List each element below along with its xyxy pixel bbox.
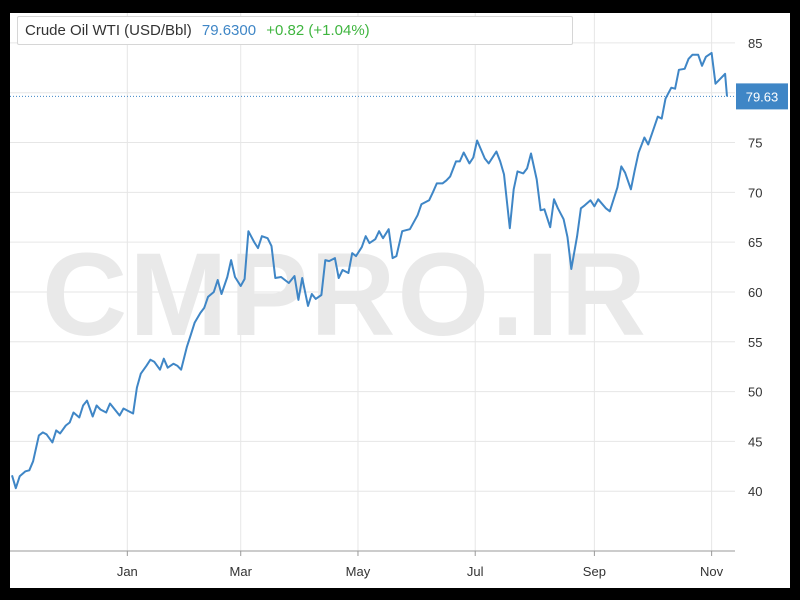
y-tick-label: 70 [748, 185, 762, 200]
x-tick-label: May [346, 564, 371, 579]
x-tick-label: Mar [230, 564, 253, 579]
axes [10, 550, 735, 556]
legend-box: Crude Oil WTI (USD/Bbl) 79.6300 +0.82 (+… [17, 16, 573, 45]
y-tick-label: 40 [748, 484, 762, 499]
y-tick-label: 50 [748, 385, 762, 400]
x-tick-label: Sep [583, 564, 606, 579]
watermark-text: CMPRO.IR [42, 229, 648, 361]
y-tick-label: 55 [748, 335, 762, 350]
y-tick-label: 75 [748, 136, 762, 151]
chart-plot: CMPRO.IR 40455055606570758085 JanMarMayJ… [10, 13, 788, 579]
chart-frame: CMPRO.IR 40455055606570758085 JanMarMayJ… [10, 13, 790, 588]
x-tick-label: Jan [117, 564, 138, 579]
legend-change: +0.82 (+1.04%) [266, 22, 370, 39]
last-value-badge: 79.63 [736, 83, 788, 110]
x-tick-label: Jul [467, 564, 484, 579]
y-tick-label: 65 [748, 235, 762, 250]
y-tick-label: 85 [748, 36, 762, 51]
price-series-line [11, 51, 728, 490]
last-value-badge-bg [736, 83, 788, 110]
legend-price: 79.6300 [201, 22, 257, 39]
y-tick-label: 45 [748, 434, 762, 449]
legend-title: Crude Oil WTI (USD/Bbl) [25, 22, 192, 39]
last-value-badge-label: 79.63 [746, 89, 779, 104]
y-tick-label: 60 [748, 285, 762, 300]
x-tick-label: Nov [700, 564, 724, 579]
x-axis-tick-labels: Jan Mar May Jul Sep Nov [117, 564, 724, 579]
